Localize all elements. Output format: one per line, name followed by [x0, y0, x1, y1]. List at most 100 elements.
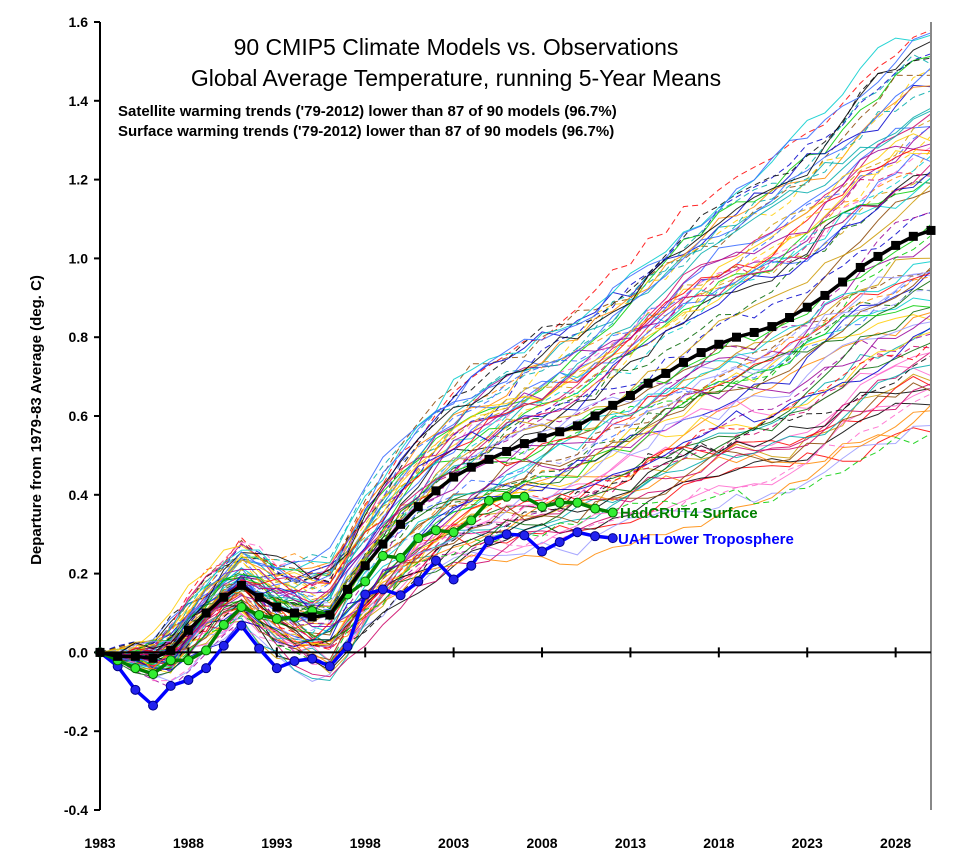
mean-point: [608, 400, 618, 410]
model-run-line: [99, 34, 932, 656]
data-point: [324, 661, 335, 672]
data-point: [271, 663, 282, 674]
mean-point: [148, 653, 158, 663]
data-point: [218, 619, 229, 630]
data-point: [519, 530, 530, 541]
x-tick-label: 1988: [173, 835, 204, 851]
data-point: [607, 507, 618, 518]
x-tick-label: 2023: [792, 835, 823, 851]
chart-title: 90 CMIP5 Climate Models vs. Observations: [234, 34, 679, 60]
model-run-line: [99, 235, 932, 660]
model-run-line: [99, 110, 932, 666]
data-point: [607, 533, 618, 544]
mean-point: [572, 421, 582, 431]
data-point: [483, 495, 494, 506]
y-tick-label: 0.8: [69, 329, 89, 345]
data-point: [130, 663, 141, 674]
data-point: [448, 527, 459, 538]
mean-point: [484, 454, 494, 464]
data-point: [483, 535, 494, 546]
mean-point: [732, 332, 742, 342]
mean-point: [502, 446, 512, 456]
mean-point: [767, 322, 777, 332]
model-run-line: [99, 327, 932, 671]
model-run-line: [99, 211, 932, 672]
model-run-line: [99, 393, 932, 682]
mean-point: [802, 302, 812, 312]
model-run-line: [99, 288, 932, 662]
mean-point: [926, 225, 936, 235]
model-run-line: [99, 177, 932, 659]
mean-point: [749, 327, 759, 337]
data-point: [165, 680, 176, 691]
data-point: [236, 620, 247, 631]
mean-point: [449, 472, 459, 482]
mean-point: [130, 651, 140, 661]
model-run-line: [99, 133, 932, 653]
mean-point: [183, 625, 193, 635]
data-point: [466, 515, 477, 526]
model-run-line: [99, 289, 932, 656]
data-point: [572, 527, 583, 538]
legend-hadcrut4: HadCRUT4 Surface: [620, 505, 758, 522]
mean-point: [289, 608, 299, 618]
mean-point: [696, 348, 706, 358]
model-run-line: [99, 67, 932, 655]
mean-point: [555, 427, 565, 437]
data-point: [537, 546, 548, 557]
data-point: [165, 655, 176, 666]
model-run-line: [99, 212, 932, 662]
data-point: [201, 663, 212, 674]
y-tick-label: 0.0: [69, 644, 89, 660]
model-run-line: [99, 321, 932, 680]
mean-point: [396, 519, 406, 529]
data-point: [590, 531, 601, 542]
data-point: [537, 501, 548, 512]
mean-point: [378, 539, 388, 549]
mean-point: [643, 378, 653, 388]
mean-point: [891, 240, 901, 250]
data-point: [572, 497, 583, 508]
model-run-line: [99, 69, 932, 654]
mean-point: [360, 561, 370, 571]
mean-point: [820, 290, 830, 300]
annotation-satellite: Satellite warming trends ('79-2012) lowe…: [118, 103, 617, 120]
y-tick-label: 1.0: [69, 250, 89, 266]
data-point: [307, 653, 318, 664]
data-point: [236, 602, 247, 613]
y-tick-label: 1.6: [69, 14, 89, 30]
mean-point: [254, 592, 264, 602]
mean-point: [95, 647, 105, 657]
mean-point: [838, 277, 848, 287]
y-tick-label: -0.2: [64, 723, 88, 739]
model-run-line: [99, 373, 932, 674]
axes: -0.4 -0.2 0.0 0.2 0.4 0.6 0.8 1.0 1.2 1.4 1.6 1983 1…: [64, 14, 932, 851]
mean-point: [325, 610, 335, 620]
mean-point: [661, 368, 671, 378]
model-run-line: [99, 119, 932, 655]
x-tick-label: 1983: [84, 835, 115, 851]
x-tick-label: 2008: [526, 835, 557, 851]
data-point: [148, 700, 159, 711]
data-point: [430, 525, 441, 536]
x-tick-label: 2028: [880, 835, 911, 851]
model-run-line: [99, 314, 932, 657]
y-tick-label: 0.6: [69, 408, 89, 424]
mean-point: [537, 433, 547, 443]
model-run-line: [99, 29, 932, 653]
y-tick-label: 0.2: [69, 566, 89, 582]
data-series: [95, 225, 936, 711]
data-point: [271, 613, 282, 624]
data-point: [289, 656, 300, 667]
data-point: [183, 655, 194, 666]
model-run-line: [99, 32, 932, 662]
mean-point: [466, 462, 476, 472]
data-point: [183, 674, 194, 685]
chart-subtitle: Global Average Temperature, running 5-Ye…: [191, 65, 721, 91]
y-tick-label: -0.4: [64, 802, 88, 818]
x-tick-label: 2013: [615, 835, 646, 851]
data-point: [395, 552, 406, 563]
x-tick-label: 2003: [438, 835, 469, 851]
